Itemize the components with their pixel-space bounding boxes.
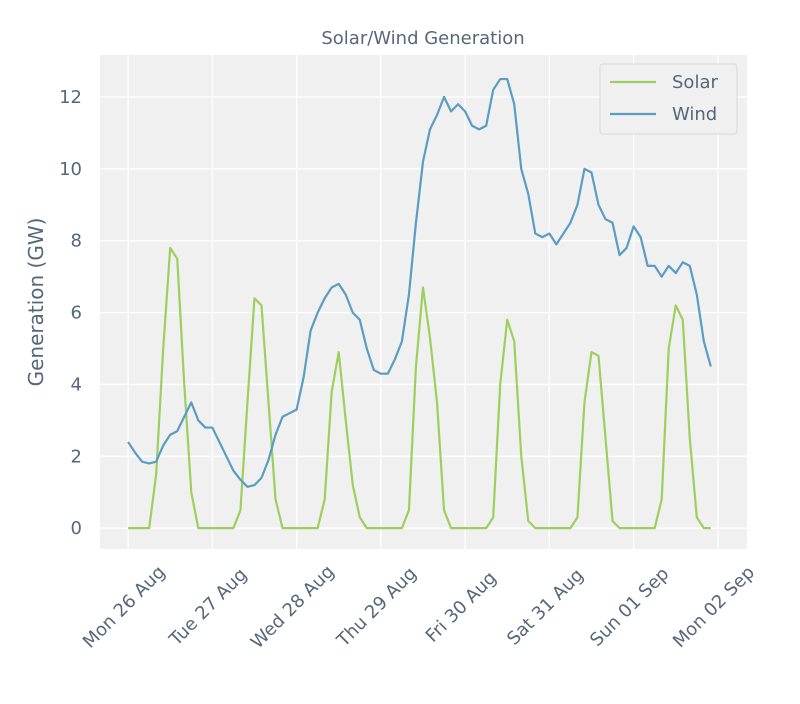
x-tick-label: Fri 30 Aug (422, 568, 501, 647)
y-tick-label: 2 (71, 446, 82, 467)
line (128, 246, 711, 530)
y-tick-label: 4 (71, 374, 82, 395)
y-axis-label: Generation (GW) (24, 218, 48, 387)
x-tick-label: Thu 29 Aug (332, 563, 421, 652)
legend-label: Wind (672, 104, 717, 125)
x-tick-label: Sat 31 Aug (503, 565, 588, 650)
x-tick-label: Mon 02 Sep (669, 562, 759, 652)
y-tick-label: 10 (59, 159, 82, 180)
chart-title: Solar/Wind Generation (321, 28, 524, 49)
legend: Solar Wind (599, 63, 738, 135)
y-tick-label: 8 (71, 231, 82, 252)
x-tick-label: Mon 26 Aug (79, 562, 170, 653)
x-tick-label: Tue 27 Aug (165, 564, 251, 650)
plot-area (100, 55, 747, 549)
y-tick-label: 12 (59, 87, 82, 108)
legend-label: Solar (672, 72, 718, 93)
y-tick-label: 6 (71, 303, 82, 324)
y-tick-label: 0 (71, 518, 82, 539)
line (127, 77, 712, 488)
x-tick-label: Sun 01 Sep (586, 563, 673, 650)
x-tick-label: Wed 28 Aug (247, 561, 339, 653)
